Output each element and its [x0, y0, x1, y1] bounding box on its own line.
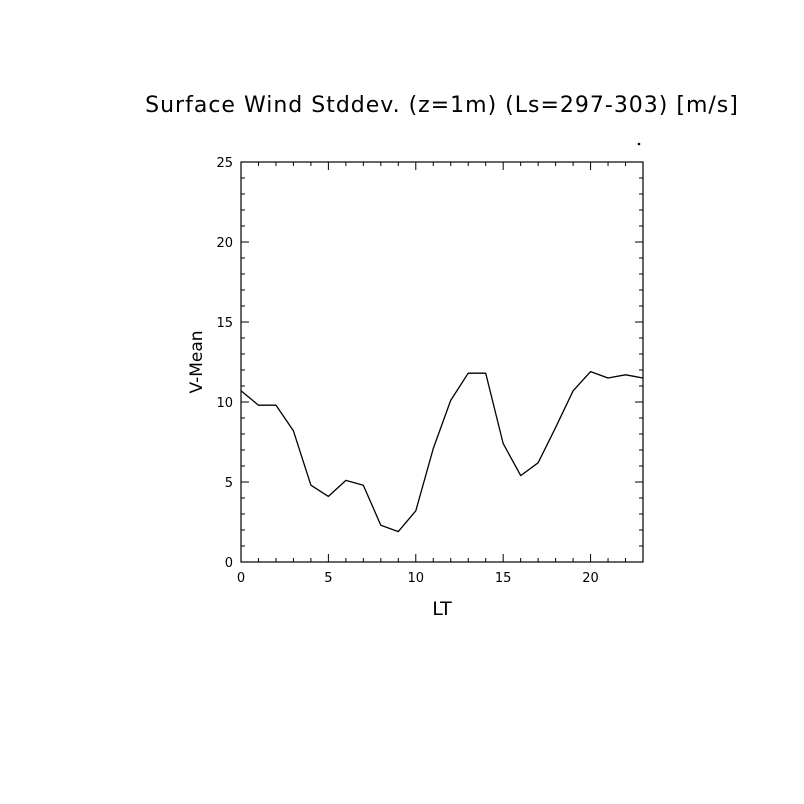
x-tick-label: 5 — [324, 571, 332, 586]
series-layer — [240, 370, 644, 533]
y-tick-label: 15 — [216, 316, 233, 331]
x-tick-label: 15 — [495, 571, 512, 586]
x-axis-label: LT — [432, 598, 452, 620]
series-line — [240, 370, 644, 533]
x-tick-label: 10 — [408, 571, 425, 586]
y-tick-label: 10 — [216, 396, 233, 411]
plot-frame — [240, 161, 644, 563]
x-tick-label: 20 — [582, 571, 599, 586]
y-tick-label: 25 — [216, 156, 233, 171]
x-tick-label: 0 — [237, 571, 245, 586]
corner-dot — [637, 142, 641, 146]
y-tick-label: 20 — [216, 236, 233, 251]
y-axis-label: V-Mean — [187, 330, 207, 393]
y-tick-label: 5 — [225, 476, 233, 491]
y-tick-label: 0 — [225, 556, 233, 571]
axes: 0 5 10 15 20 25 0 5 10 15 20 — [216, 142, 644, 586]
chart-title: Surface Wind Stddev. (z=1m) (Ls=297-303)… — [145, 93, 739, 118]
